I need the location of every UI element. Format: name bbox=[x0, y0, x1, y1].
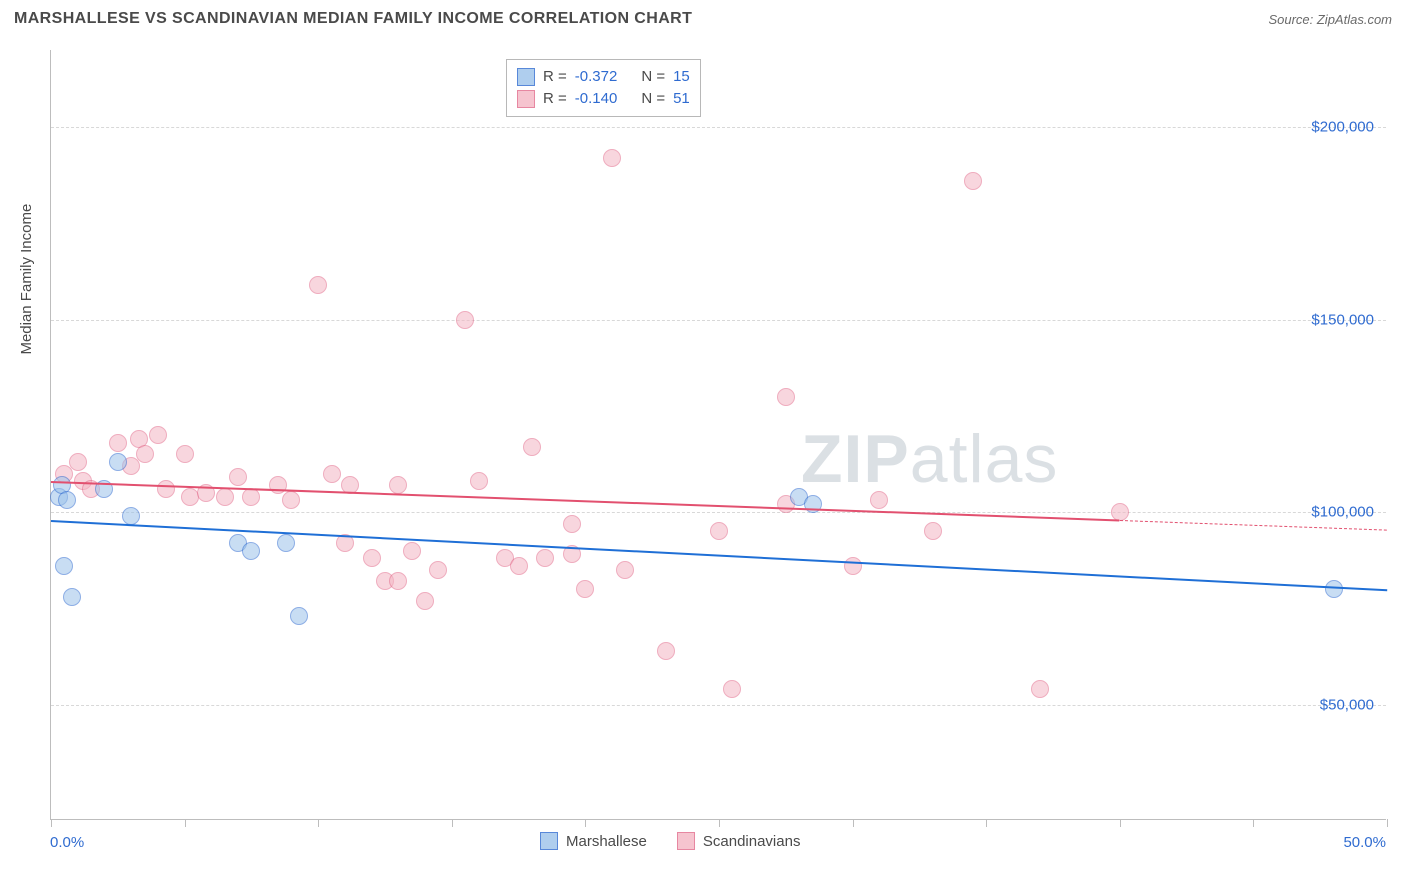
data-point-scandinavians bbox=[429, 561, 447, 579]
x-tick bbox=[585, 819, 586, 827]
data-point-scandinavians bbox=[363, 549, 381, 567]
trendline-dash-scandinavians bbox=[1120, 520, 1387, 531]
x-tick bbox=[1253, 819, 1254, 827]
x-tick bbox=[185, 819, 186, 827]
data-point-marshallese bbox=[55, 557, 73, 575]
legend-label: Marshallese bbox=[566, 833, 647, 850]
data-point-scandinavians bbox=[389, 572, 407, 590]
data-point-marshallese bbox=[122, 507, 140, 525]
n-value: 51 bbox=[673, 88, 690, 110]
swatch-scandinavians bbox=[517, 90, 535, 108]
stats-legend: R = -0.372 N = 15 R = -0.140 N = 51 bbox=[506, 59, 701, 117]
data-point-marshallese bbox=[242, 542, 260, 560]
x-max-label: 50.0% bbox=[1343, 834, 1386, 851]
data-point-scandinavians bbox=[657, 642, 675, 660]
data-point-scandinavians bbox=[723, 680, 741, 698]
bottom-legend: Marshallese Scandinavians bbox=[540, 832, 800, 850]
data-point-scandinavians bbox=[216, 488, 234, 506]
x-min-label: 0.0% bbox=[50, 834, 84, 851]
x-tick bbox=[853, 819, 854, 827]
n-label: N = bbox=[641, 88, 665, 110]
data-point-scandinavians bbox=[403, 542, 421, 560]
y-tick-label: $200,000 bbox=[1311, 119, 1374, 136]
data-point-scandinavians bbox=[844, 557, 862, 575]
source-label: Source: ZipAtlas.com bbox=[1268, 12, 1392, 27]
data-point-scandinavians bbox=[136, 445, 154, 463]
data-point-scandinavians bbox=[149, 426, 167, 444]
data-point-scandinavians bbox=[1031, 680, 1049, 698]
swatch-marshallese bbox=[540, 832, 558, 850]
y-tick-label: $100,000 bbox=[1311, 504, 1374, 521]
data-point-scandinavians bbox=[710, 522, 728, 540]
data-point-scandinavians bbox=[536, 549, 554, 567]
data-point-scandinavians bbox=[777, 388, 795, 406]
data-point-scandinavians bbox=[523, 438, 541, 456]
r-label: R = bbox=[543, 66, 567, 88]
data-point-scandinavians bbox=[510, 557, 528, 575]
x-tick bbox=[1387, 819, 1388, 827]
y-tick-label: $150,000 bbox=[1311, 311, 1374, 328]
stats-row-marshallese: R = -0.372 N = 15 bbox=[517, 66, 690, 88]
data-point-scandinavians bbox=[964, 172, 982, 190]
x-tick bbox=[51, 819, 52, 827]
data-point-scandinavians bbox=[470, 472, 488, 490]
data-point-scandinavians bbox=[157, 480, 175, 498]
data-point-marshallese bbox=[63, 588, 81, 606]
legend-item-marshallese: Marshallese bbox=[540, 832, 647, 850]
data-point-scandinavians bbox=[109, 434, 127, 452]
n-value: 15 bbox=[673, 66, 690, 88]
data-point-scandinavians bbox=[176, 445, 194, 463]
gridline bbox=[51, 127, 1386, 128]
data-point-marshallese bbox=[290, 607, 308, 625]
data-point-scandinavians bbox=[870, 491, 888, 509]
data-point-scandinavians bbox=[924, 522, 942, 540]
data-point-marshallese bbox=[109, 453, 127, 471]
data-point-scandinavians bbox=[229, 468, 247, 486]
data-point-scandinavians bbox=[309, 276, 327, 294]
data-point-marshallese bbox=[58, 491, 76, 509]
data-point-marshallese bbox=[1325, 580, 1343, 598]
y-axis-title: Median Family Income bbox=[18, 204, 35, 355]
data-point-marshallese bbox=[277, 534, 295, 552]
data-point-scandinavians bbox=[603, 149, 621, 167]
data-point-scandinavians bbox=[69, 453, 87, 471]
data-point-scandinavians bbox=[576, 580, 594, 598]
x-tick bbox=[318, 819, 319, 827]
data-point-scandinavians bbox=[389, 476, 407, 494]
swatch-marshallese bbox=[517, 68, 535, 86]
legend-item-scandinavians: Scandinavians bbox=[677, 832, 801, 850]
data-point-scandinavians bbox=[416, 592, 434, 610]
gridline bbox=[51, 512, 1386, 513]
chart-title: MARSHALLESE VS SCANDINAVIAN MEDIAN FAMIL… bbox=[14, 10, 692, 27]
y-tick-label: $50,000 bbox=[1320, 696, 1374, 713]
x-tick bbox=[452, 819, 453, 827]
n-label: N = bbox=[641, 66, 665, 88]
scatter-plot: $50,000 $100,000 $150,000 $200,000 ZIPatlas R… bbox=[50, 50, 1386, 820]
stats-row-scandinavians: R = -0.140 N = 51 bbox=[517, 88, 690, 110]
r-value: -0.372 bbox=[575, 66, 618, 88]
watermark: ZIPatlas bbox=[801, 420, 1058, 498]
data-point-scandinavians bbox=[616, 561, 634, 579]
r-value: -0.140 bbox=[575, 88, 618, 110]
legend-label: Scandinavians bbox=[703, 833, 801, 850]
data-point-scandinavians bbox=[456, 311, 474, 329]
x-tick bbox=[986, 819, 987, 827]
data-point-scandinavians bbox=[282, 491, 300, 509]
data-point-scandinavians bbox=[563, 515, 581, 533]
x-tick bbox=[1120, 819, 1121, 827]
gridline bbox=[51, 320, 1386, 321]
data-point-scandinavians bbox=[323, 465, 341, 483]
trendline-scandinavians bbox=[51, 481, 1120, 521]
r-label: R = bbox=[543, 88, 567, 110]
gridline bbox=[51, 705, 1386, 706]
swatch-scandinavians bbox=[677, 832, 695, 850]
x-tick bbox=[719, 819, 720, 827]
